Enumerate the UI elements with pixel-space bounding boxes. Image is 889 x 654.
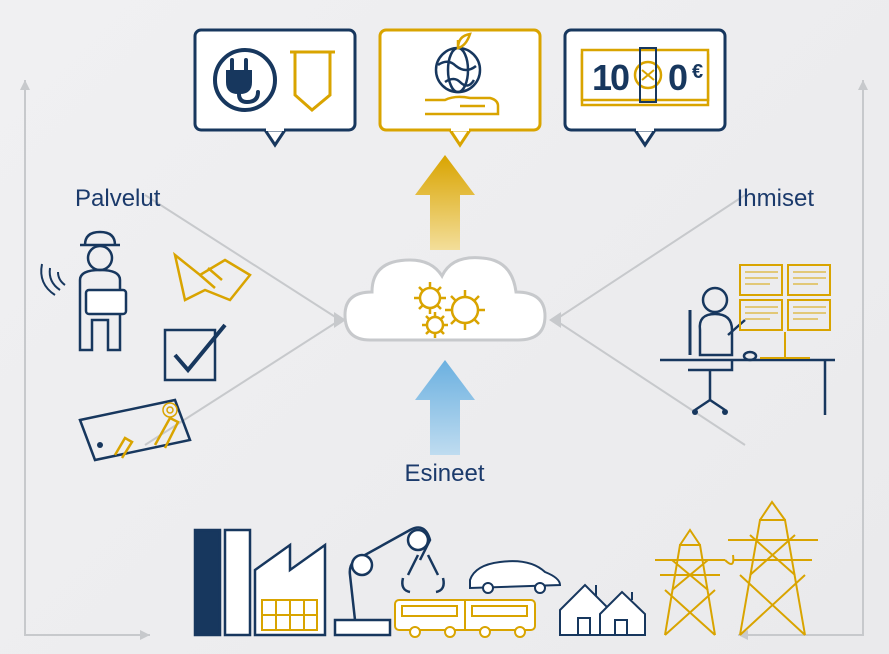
worker-icon [41, 232, 126, 350]
label-things: Esineet [0, 460, 889, 488]
services-group [41, 232, 250, 460]
arrow-up-gold [415, 155, 475, 250]
money-icon: 1 0 0 € [582, 48, 708, 105]
checkbox-icon [165, 325, 225, 380]
svg-text:€: € [692, 61, 703, 83]
arrow-up-blue [415, 360, 475, 455]
bus-icon [395, 600, 535, 637]
diagram-canvas: 1 0 0 € [0, 0, 889, 654]
factory-icon [195, 530, 325, 635]
benefit-box-energy [195, 30, 355, 145]
benefit-box-money: 1 0 0 € [565, 30, 725, 145]
tablet-touch-icon [80, 400, 190, 460]
monitors-icon [740, 265, 830, 358]
people-group [660, 265, 835, 415]
benefit-box-sustainability [380, 30, 540, 145]
car-icon [470, 561, 560, 593]
svg-text:0: 0 [610, 57, 630, 98]
power-tower-icon [655, 502, 818, 635]
label-people: Ihmiset [737, 185, 814, 213]
houses-icon [560, 585, 645, 635]
handshake-icon [175, 255, 250, 300]
svg-text:0: 0 [668, 57, 688, 98]
things-group [195, 502, 818, 637]
label-services: Palvelut [75, 185, 160, 213]
cloud-icon [345, 258, 545, 340]
